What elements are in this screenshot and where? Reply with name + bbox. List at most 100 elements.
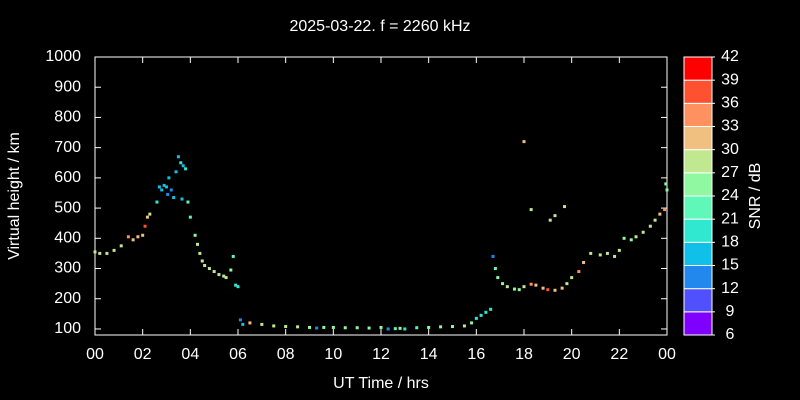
data-point (238, 318, 242, 322)
colorbar-tick-label: 36 (721, 95, 739, 112)
y-axis-label: Virtual height / km (6, 132, 23, 260)
data-point (505, 285, 509, 289)
x-tick-label: 12 (372, 346, 390, 363)
y-tick-label: 800 (54, 109, 81, 126)
colorbar-tick-label: 15 (721, 257, 739, 274)
data-point (598, 253, 602, 257)
data-point (529, 282, 533, 286)
data-point (496, 276, 500, 280)
data-point (491, 254, 495, 258)
data-point (241, 322, 245, 326)
data-point (198, 251, 202, 255)
data-point (193, 233, 197, 237)
data-point (162, 183, 166, 187)
data-point (367, 326, 371, 330)
data-point (184, 167, 188, 171)
colorbar-band (683, 56, 713, 81)
data-point (622, 236, 626, 240)
data-point (613, 254, 617, 258)
data-point (172, 196, 176, 200)
data-point (522, 140, 526, 144)
x-tick-label: 20 (563, 346, 581, 363)
data-point (207, 267, 211, 271)
data-point (180, 197, 184, 201)
colorbar-label: SNR / dB (747, 163, 764, 230)
y-tick-label: 200 (54, 290, 81, 307)
colorbar-tick-label: 6 (726, 326, 735, 343)
data-point (331, 325, 335, 329)
data-point (546, 288, 550, 292)
data-point (195, 242, 199, 246)
x-tick-label: 18 (515, 346, 533, 363)
plot-frame (94, 56, 668, 336)
colorbar-tick-label: 27 (721, 164, 739, 181)
data-point (181, 164, 185, 168)
x-axis-label: UT Time / hrs (333, 375, 429, 392)
data-point (529, 208, 533, 212)
x-tick-label: 02 (134, 346, 152, 363)
data-point (553, 288, 557, 292)
data-point (248, 321, 252, 325)
data-point (160, 188, 164, 192)
y-tick-label: 100 (54, 320, 81, 337)
x-tick-label: 08 (277, 346, 295, 363)
data-point (658, 212, 662, 216)
data-point (322, 325, 326, 329)
colorbar-band (683, 195, 713, 220)
colorbar-band (683, 311, 713, 336)
data-point (479, 313, 483, 317)
y-tick-label: 400 (54, 230, 81, 247)
x-tick-label: 22 (610, 346, 628, 363)
data-point (224, 276, 228, 280)
colorbar-band (683, 265, 713, 290)
data-point (126, 235, 130, 239)
data-point (212, 270, 216, 274)
colorbar-band (683, 172, 713, 197)
data-point (148, 212, 152, 216)
data-point (470, 321, 474, 325)
data-point (167, 176, 171, 180)
data-point (272, 324, 276, 328)
data-point (141, 233, 145, 237)
data-point (393, 327, 397, 331)
data-point (634, 235, 638, 239)
data-point (462, 324, 466, 328)
data-point (398, 326, 402, 330)
data-point (489, 307, 493, 311)
data-point (439, 325, 443, 329)
y-tick-label: 600 (54, 169, 81, 186)
colorbar-tick-label: 39 (721, 71, 739, 88)
data-point (629, 238, 633, 242)
data-point (176, 155, 180, 159)
data-point (403, 327, 407, 331)
colorbar-band (683, 149, 713, 174)
data-point (145, 215, 149, 219)
data-point (553, 214, 557, 218)
data-point (260, 322, 264, 326)
data-point (560, 286, 564, 290)
colorbar-tick-label: 12 (721, 280, 739, 297)
data-point (605, 251, 609, 255)
data-point (203, 264, 207, 267)
x-tick-label: 04 (181, 346, 199, 363)
data-point (548, 218, 552, 222)
data-point (617, 248, 621, 252)
x-tick-label: 00 (86, 346, 104, 363)
data-point (165, 185, 168, 189)
data-point (234, 283, 238, 287)
data-point (641, 230, 645, 234)
data-point (415, 326, 419, 330)
data-point (451, 325, 454, 329)
colorbar-tick-label: 42 (721, 48, 739, 65)
data-point (648, 224, 652, 228)
data-point (355, 326, 359, 330)
x-tick-label: 06 (229, 346, 247, 363)
x-tick-label: 16 (467, 346, 485, 363)
colorbar-tick-label: 24 (721, 187, 739, 204)
x-tick-label: 14 (420, 346, 438, 363)
data-point (155, 200, 159, 204)
data-point (565, 282, 569, 286)
x-tick-label: 00 (658, 346, 676, 363)
data-point (570, 276, 574, 280)
